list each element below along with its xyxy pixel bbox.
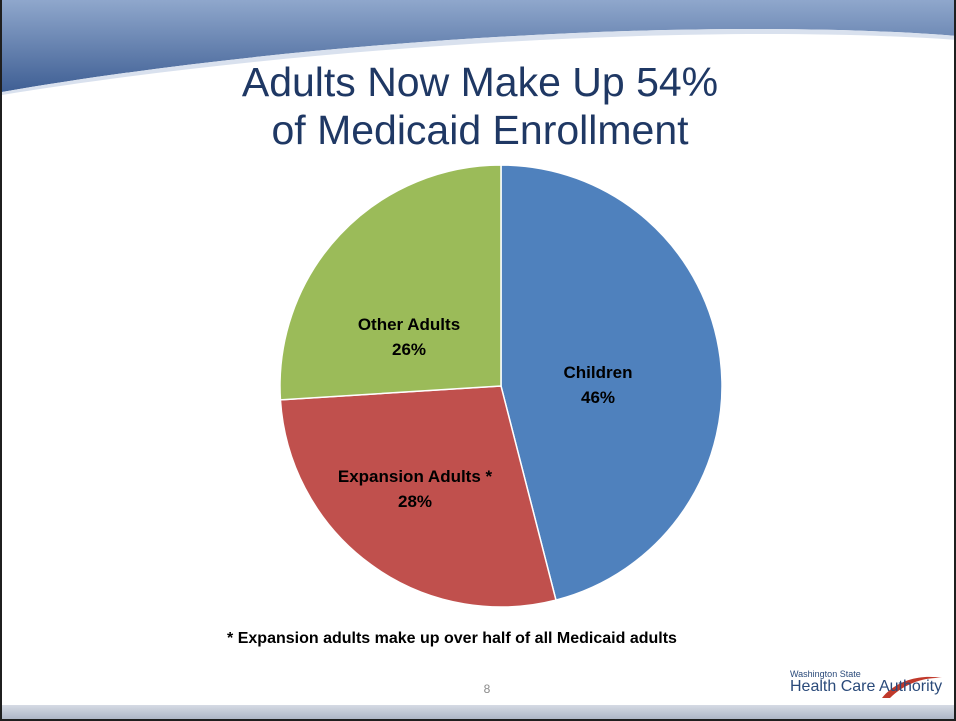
logo-swoosh-icon [882,676,942,698]
page-number: 8 [483,682,491,696]
slice-label-children: Children [564,363,633,382]
logo-main-text: Health Care Authority [790,678,942,696]
logo-small-text: Washington State [790,669,861,679]
title-line-2: of Medicaid Enrollment [271,107,689,153]
pie-slice-expansion-adults [279,385,557,608]
logo-main-suffix: uthority [889,678,943,695]
footer-band [2,705,954,719]
slice-value-expansion-adults: 28% [398,492,432,511]
slice-label-expansion-adults: Expansion Adults * [338,467,493,486]
slice-value-other-adults: 26% [392,340,426,359]
logo-main-letter: A [878,678,890,695]
title-line-1: Adults Now Make Up 54% [241,59,719,105]
page-title: Adults Now Make Up 54% of Medicaid Enrol… [2,58,954,154]
pie-slice-other-adults [279,164,502,401]
health-care-authority-logo: Washington State Health Care Authority [786,668,946,702]
slice-label-other-adults: Other Adults [358,315,460,334]
logo-main-prefix: Health Care [790,678,879,695]
pie-slice-children [500,164,723,601]
slice-value-children: 46% [581,388,615,407]
header-swoosh-graphic [2,0,954,95]
footnote: * Expansion adults make up over half of … [227,630,677,647]
